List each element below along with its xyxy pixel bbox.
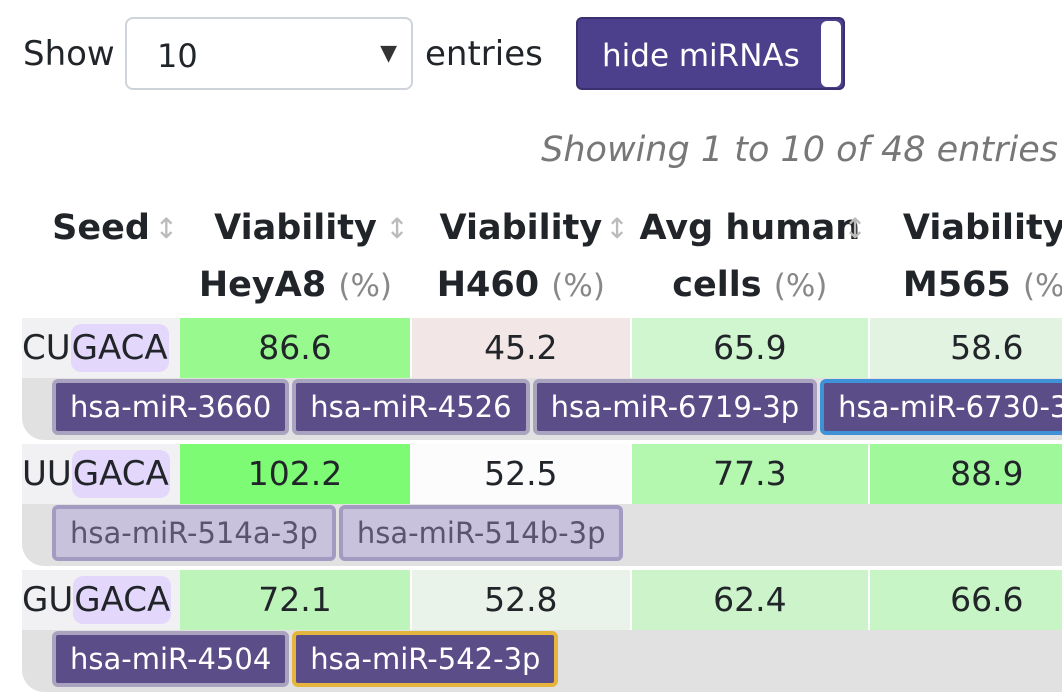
mirna-chip[interactable]: hsa-miR-542-3p xyxy=(292,631,559,687)
row-spacer xyxy=(22,566,1062,570)
mirna-row: hsa-miR-3660 hsa-miR-4526 hsa-miR-6719-3p h… xyxy=(22,378,1062,440)
seed-core: GACA xyxy=(71,450,170,498)
row-spacer xyxy=(22,692,1062,695)
column-header-line1: Viability xyxy=(902,208,1062,248)
column-header-seed[interactable]: Seed ↕ xyxy=(22,200,180,318)
value-cell: 65.9 xyxy=(630,318,870,378)
mirna-chip[interactable]: hsa-miR-4504 xyxy=(52,631,290,687)
seed-prefix: GU xyxy=(22,580,74,620)
value-cell: 77.3 xyxy=(630,444,870,504)
mirna-list: hsa-miR-3660 hsa-miR-4526 hsa-miR-6719-3p h… xyxy=(52,379,1062,435)
column-header-line2: HeyA8 xyxy=(198,265,327,305)
mirna-row: hsa-miR-4504 hsa-miR-542-3p xyxy=(22,630,1062,692)
column-header-unit: (%) xyxy=(1022,268,1062,304)
value-cell: 58.6 xyxy=(868,318,1062,378)
mirna-list: hsa-miR-4504 hsa-miR-542-3p xyxy=(52,631,1062,687)
seed-cell: GUGACA xyxy=(22,570,181,630)
column-header-line2: cells xyxy=(672,265,762,305)
column-header-line1: Viability xyxy=(214,208,377,248)
seed-prefix: CU xyxy=(22,328,71,368)
table-info: Showing 1 to 10 of 48 entries xyxy=(541,130,1058,170)
mirna-list: hsa-miR-514a-3p hsa-miR-514b-3p xyxy=(52,505,1062,561)
seed-cell: UUGACA xyxy=(22,444,181,504)
data-table: Seed ↕ Viability HeyA8 (%) ↕ Viability H… xyxy=(22,200,1062,695)
table-body: CUGACA 86.6 45.2 65.9 58.6 hsa-miR-3660 hsa-mi… xyxy=(22,318,1062,695)
table-controls: Show 10 ▼ entries hide miRNAs Showing 1 … xyxy=(0,0,1062,170)
value-cell: 102.2 xyxy=(180,444,412,504)
value-cell: 62.4 xyxy=(630,570,870,630)
sort-icon[interactable]: ↕ xyxy=(154,212,179,245)
table-header-row: Seed ↕ Viability HeyA8 (%) ↕ Viability H… xyxy=(22,200,1062,318)
seed-prefix: UU xyxy=(22,454,72,494)
column-header-unit: (%) xyxy=(773,268,828,304)
sort-icon[interactable]: ↕ xyxy=(385,212,409,245)
toggle-label: hide miRNAs xyxy=(602,38,800,74)
entries-label: entries xyxy=(425,34,543,74)
table-row[interactable]: UUGACA 102.2 52.5 77.3 88.9 xyxy=(22,444,1062,504)
column-header-unit: (%) xyxy=(551,268,605,304)
data-table-container: Seed ↕ Viability HeyA8 (%) ↕ Viability H… xyxy=(0,200,1062,695)
mirna-chip[interactable]: hsa-miR-514a-3p xyxy=(52,505,336,561)
value-cell: 72.1 xyxy=(180,570,412,630)
mirna-chip[interactable]: hsa-miR-6730-3p xyxy=(820,379,1062,435)
mirna-chip[interactable]: hsa-miR-3660 xyxy=(52,379,290,435)
mirna-cell: hsa-miR-514a-3p hsa-miR-514b-3p xyxy=(22,504,1062,566)
sort-icon[interactable]: ↕ xyxy=(843,212,867,245)
seed-core: GACA xyxy=(70,324,169,372)
page-size-select[interactable]: 10 ▼ xyxy=(125,17,413,90)
mirna-chip[interactable]: hsa-miR-4526 xyxy=(292,379,530,435)
caret-down-icon: ▼ xyxy=(380,41,397,66)
column-header-viability-h460[interactable]: Viability H460 (%) ↕ xyxy=(411,200,631,318)
mirna-cell: hsa-miR-3660 hsa-miR-4526 hsa-miR-6719-3p h… xyxy=(22,378,1062,440)
seed-core: GACA xyxy=(73,576,172,624)
row-spacer-cell xyxy=(22,692,1062,695)
row-spacer-cell xyxy=(22,440,1062,444)
mirna-chip[interactable]: hsa-miR-514b-3p xyxy=(338,505,624,561)
column-header-line2: M565 xyxy=(902,265,1011,305)
row-spacer xyxy=(22,440,1062,444)
sort-icon[interactable]: ↕ xyxy=(605,212,629,245)
column-header-line2: H460 xyxy=(436,265,540,305)
value-cell: 45.2 xyxy=(410,318,632,378)
seed-cell: CUGACA xyxy=(22,318,181,378)
page-size-value: 10 xyxy=(157,37,198,75)
toggle-knob[interactable] xyxy=(821,21,841,87)
column-header-line1: Viability xyxy=(439,208,603,248)
value-cell: 52.5 xyxy=(410,444,632,504)
mirna-chip[interactable]: hsa-miR-6719-3p xyxy=(532,379,818,435)
row-spacer-cell xyxy=(22,566,1062,570)
mirna-cell: hsa-miR-4504 hsa-miR-542-3p xyxy=(22,630,1062,692)
mirna-row: hsa-miR-514a-3p hsa-miR-514b-3p xyxy=(22,504,1062,566)
value-cell: 66.6 xyxy=(868,570,1062,630)
column-header-viability-m565[interactable]: Viability M565 (%) xyxy=(869,200,1062,318)
value-cell: 86.6 xyxy=(180,318,412,378)
table-row[interactable]: GUGACA 72.1 52.8 62.4 66.6 xyxy=(22,570,1062,630)
column-header-line1: Seed xyxy=(52,208,150,248)
column-header-line1: Avg human xyxy=(639,208,861,248)
hide-mirnas-toggle[interactable]: hide miRNAs xyxy=(576,17,845,90)
value-cell: 52.8 xyxy=(410,570,632,630)
column-header-avg-human-cells[interactable]: Avg human cells (%) ↕ xyxy=(631,200,869,318)
table-row[interactable]: CUGACA 86.6 45.2 65.9 58.6 xyxy=(22,318,1062,378)
column-header-viability-heya8[interactable]: Viability HeyA8 (%) ↕ xyxy=(180,200,411,318)
column-header-unit: (%) xyxy=(338,268,393,304)
value-cell: 88.9 xyxy=(868,444,1062,504)
show-label: Show xyxy=(23,34,115,74)
